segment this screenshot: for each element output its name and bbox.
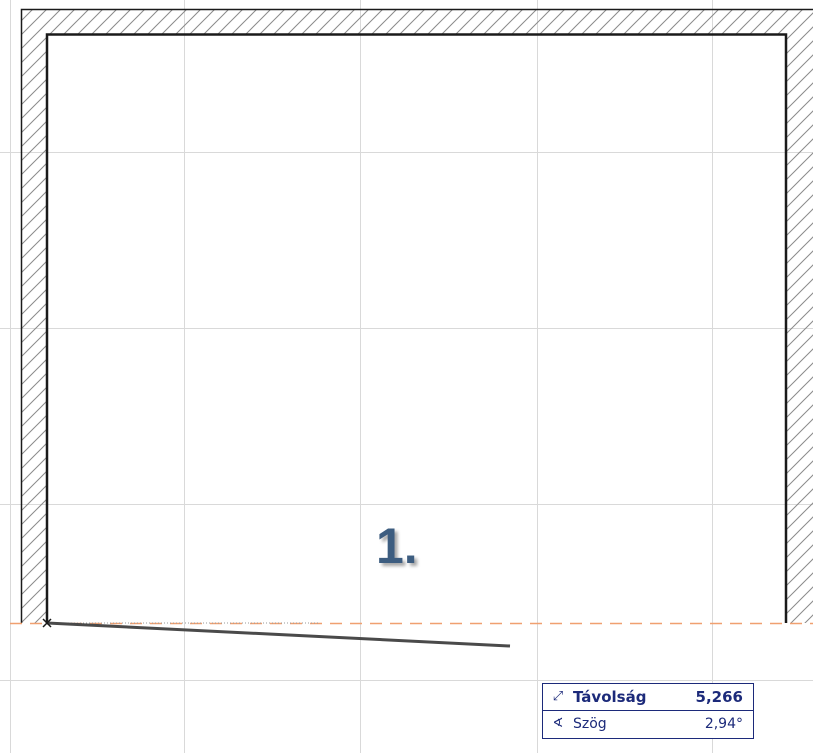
distance-value[interactable]: 5,266 xyxy=(695,688,743,706)
distance-label: Távolság xyxy=(573,688,647,706)
start-point-marker[interactable] xyxy=(42,618,52,628)
rubber-band-line xyxy=(46,621,511,648)
angle-icon: ∢ xyxy=(552,716,564,731)
coordinate-tracker[interactable]: ⤢ Távolság 5,266 ∢ Szög 2,94° xyxy=(542,683,754,739)
wall-outline[interactable] xyxy=(20,8,813,624)
wall-hatch xyxy=(21,9,813,623)
angle-label: Szög xyxy=(573,716,607,732)
step-label: 1. xyxy=(376,518,418,574)
angle-value[interactable]: 2,94° xyxy=(704,716,743,732)
distance-arrow-icon: ⤢ xyxy=(552,689,564,704)
tracker-angle-row[interactable]: ∢ Szög 2,94° xyxy=(543,711,753,737)
tracker-distance-row[interactable]: ⤢ Távolság 5,266 xyxy=(543,684,753,711)
